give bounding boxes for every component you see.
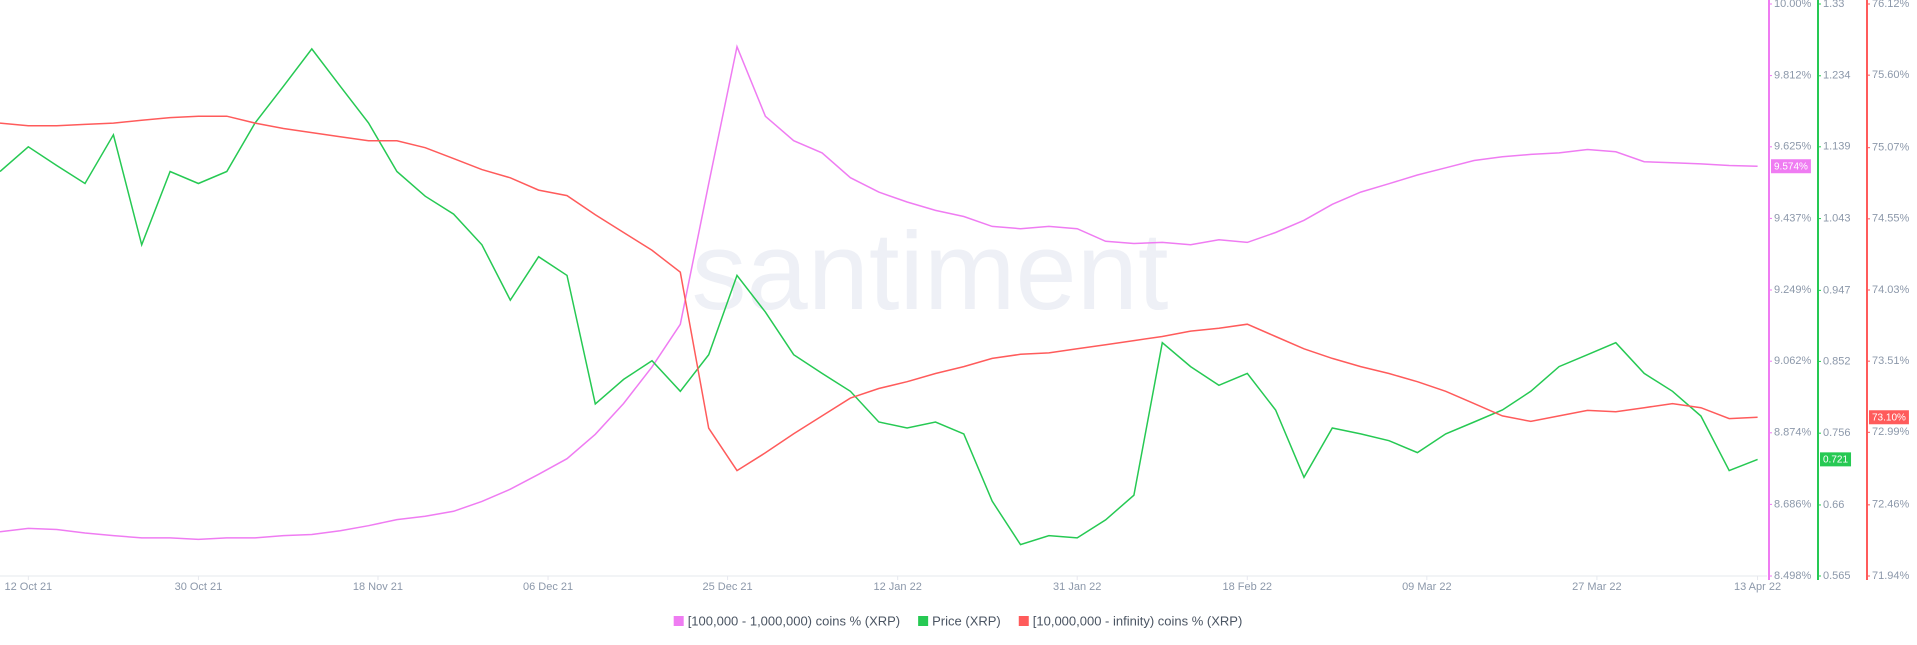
y-tick-label: 9.062% bbox=[1774, 355, 1812, 367]
y-tick-label: 9.625% bbox=[1774, 141, 1812, 153]
y-tick-label: 1.139 bbox=[1823, 141, 1851, 153]
x-tick-label: 30 Oct 21 bbox=[175, 581, 223, 593]
series-line bbox=[0, 115, 1758, 472]
y-tick-label: 1.234 bbox=[1823, 70, 1851, 82]
y-tick-label: 1.33 bbox=[1823, 0, 1844, 10]
y-tick-label: 72.99% bbox=[1872, 426, 1910, 438]
y-tick-label: 10.00% bbox=[1774, 0, 1812, 10]
series-line bbox=[0, 47, 1758, 546]
y-tick-label: 74.03% bbox=[1872, 284, 1910, 296]
legend-label: Price (XRP) bbox=[932, 613, 1001, 628]
last-value-badge: 73.10% bbox=[1869, 410, 1909, 425]
y-tick-label: 75.60% bbox=[1872, 69, 1910, 81]
legend-label: [10,000,000 - infinity) coins % (XRP) bbox=[1033, 613, 1243, 628]
legend-swatch bbox=[1018, 616, 1029, 626]
last-value-badge: 9.574% bbox=[1771, 159, 1811, 174]
y-tick-label: 0.565 bbox=[1823, 570, 1851, 582]
y-tick-label: 0.947 bbox=[1823, 284, 1851, 296]
badge-label: 73.10% bbox=[1872, 412, 1906, 423]
y-tick-label: 8.874% bbox=[1774, 427, 1812, 439]
x-tick-label: 12 Jan 22 bbox=[874, 581, 922, 593]
y-tick-label: 73.51% bbox=[1872, 355, 1910, 367]
y-tick-label: 8.498% bbox=[1774, 570, 1812, 582]
y-tick-label: 74.55% bbox=[1872, 213, 1910, 225]
badge-label: 0.721 bbox=[1823, 454, 1848, 465]
series-line bbox=[0, 44, 1758, 541]
x-tick-label: 27 Mar 22 bbox=[1572, 581, 1622, 593]
last-value-badge: 0.721 bbox=[1820, 452, 1852, 467]
y-tick-label: 8.686% bbox=[1774, 498, 1812, 510]
y-tick-label: 71.94% bbox=[1872, 570, 1910, 582]
x-tick-label: 31 Jan 22 bbox=[1053, 581, 1101, 593]
badge-label: 9.574% bbox=[1774, 161, 1808, 172]
y-tick-label: 9.437% bbox=[1774, 212, 1812, 224]
x-tick-label: 18 Feb 22 bbox=[1223, 581, 1273, 593]
badge-box bbox=[1771, 159, 1811, 174]
y-tick-label: 0.852 bbox=[1823, 355, 1851, 367]
y-tick-label: 9.812% bbox=[1774, 70, 1812, 82]
y-tick-label: 76.12% bbox=[1872, 0, 1910, 10]
y-tick-label: 0.66 bbox=[1823, 499, 1844, 511]
x-tick-label: 25 Dec 21 bbox=[703, 581, 753, 593]
badge-box bbox=[1820, 452, 1852, 467]
legend-label: [100,000 - 1,000,000) coins % (XRP) bbox=[688, 613, 900, 628]
y-tick-label: 72.46% bbox=[1872, 499, 1910, 511]
x-tick-label: 18 Nov 21 bbox=[353, 581, 403, 593]
x-tick-label: 12 Oct 21 bbox=[4, 581, 52, 593]
y-tick-label: 0.756 bbox=[1823, 427, 1851, 439]
legend-swatch bbox=[673, 616, 684, 626]
x-tick-label: 09 Mar 22 bbox=[1402, 581, 1452, 593]
legend: [100,000 - 1,000,000) coins % (XRP) Price… bbox=[673, 613, 1243, 628]
badge-box bbox=[1869, 410, 1909, 425]
x-tick-label: 06 Dec 21 bbox=[523, 581, 573, 593]
y-tick-label: 75.07% bbox=[1872, 142, 1910, 154]
watermark: santiment bbox=[692, 210, 1169, 333]
legend-swatch bbox=[918, 616, 929, 626]
y-tick-label: 9.249% bbox=[1774, 284, 1812, 296]
x-tick-label: 13 Apr 22 bbox=[1734, 581, 1781, 593]
y-tick-label: 1.043 bbox=[1823, 212, 1851, 224]
